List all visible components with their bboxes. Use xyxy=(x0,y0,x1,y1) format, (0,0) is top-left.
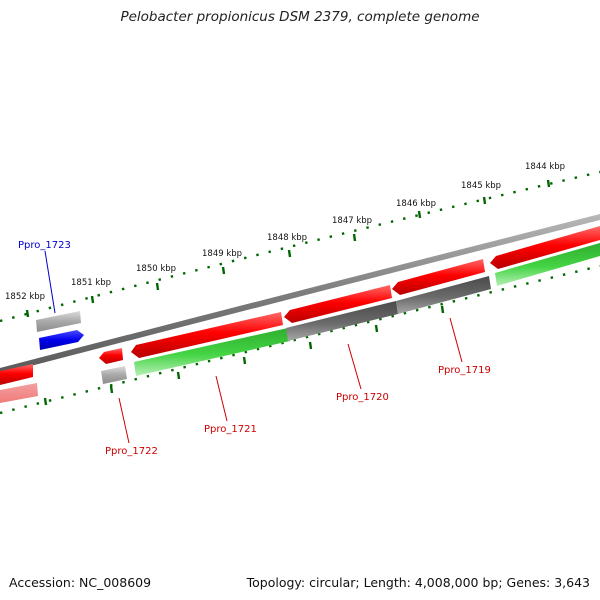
gene-label-ppro-1723[interactable]: Ppro_1723 xyxy=(18,240,71,251)
gene-arrow-red[interactable] xyxy=(392,259,485,295)
scale-arc-inner xyxy=(0,264,600,415)
genome-backbone xyxy=(0,214,600,374)
tick-label-1847: 1847 kbp xyxy=(332,216,372,226)
gene-arrow-green[interactable] xyxy=(134,328,290,376)
gene-label-ppro-1721[interactable]: Ppro_1721 xyxy=(204,424,257,435)
tick-label-1849: 1849 kbp xyxy=(202,249,242,259)
gene-arrow-pink[interactable] xyxy=(0,383,38,403)
gene-label-ppro-1720[interactable]: Ppro_1720 xyxy=(336,392,389,403)
gene-arrow-red[interactable] xyxy=(131,312,283,358)
tick-label-1846: 1846 kbp xyxy=(396,199,436,209)
tick-label-1852: 1852 kbp xyxy=(5,292,45,302)
gene-arrow-green[interactable] xyxy=(495,243,600,286)
leader-line-ppro-1721 xyxy=(215,375,228,422)
gene-label-ppro-1719[interactable]: Ppro_1719 xyxy=(438,365,491,376)
gene-arrow-red[interactable] xyxy=(490,226,600,269)
gene-arrow-dark[interactable] xyxy=(286,301,398,341)
gene-arrow-gray[interactable] xyxy=(101,366,127,384)
gene-arrow-red[interactable] xyxy=(99,348,123,364)
genome-title: Pelobacter propionicus DSM 2379, complet… xyxy=(120,9,480,25)
accession-text: Accession: NC_008609 xyxy=(9,575,152,590)
tick-label-1844: 1844 kbp xyxy=(525,162,565,172)
genome-stats-text: Topology: circular; Length: 4,008,000 bp… xyxy=(246,575,590,590)
gene-arrow-gray[interactable] xyxy=(36,311,81,332)
leader-line-ppro-1720 xyxy=(347,343,362,390)
gene-arrow-blue[interactable] xyxy=(39,330,84,350)
tick-label-1848: 1848 kbp xyxy=(267,233,307,243)
tick-label-1845: 1845 kbp xyxy=(461,181,501,191)
gene-label-ppro-1722[interactable]: Ppro_1722 xyxy=(105,446,158,457)
leader-line-ppro-1719 xyxy=(449,317,463,363)
tick-label-1851: 1851 kbp xyxy=(71,278,111,288)
leader-line-ppro-1722 xyxy=(118,397,130,444)
major-ticks-outer xyxy=(25,179,551,318)
gene-arrow-red[interactable] xyxy=(0,364,33,385)
scale-arc-outer xyxy=(0,170,600,323)
leader-line-ppro-1723 xyxy=(44,250,56,314)
tick-label-1850: 1850 kbp xyxy=(136,264,176,274)
gene-arrow-red[interactable] xyxy=(284,285,392,323)
gene-arrow-dark[interactable] xyxy=(396,276,491,314)
